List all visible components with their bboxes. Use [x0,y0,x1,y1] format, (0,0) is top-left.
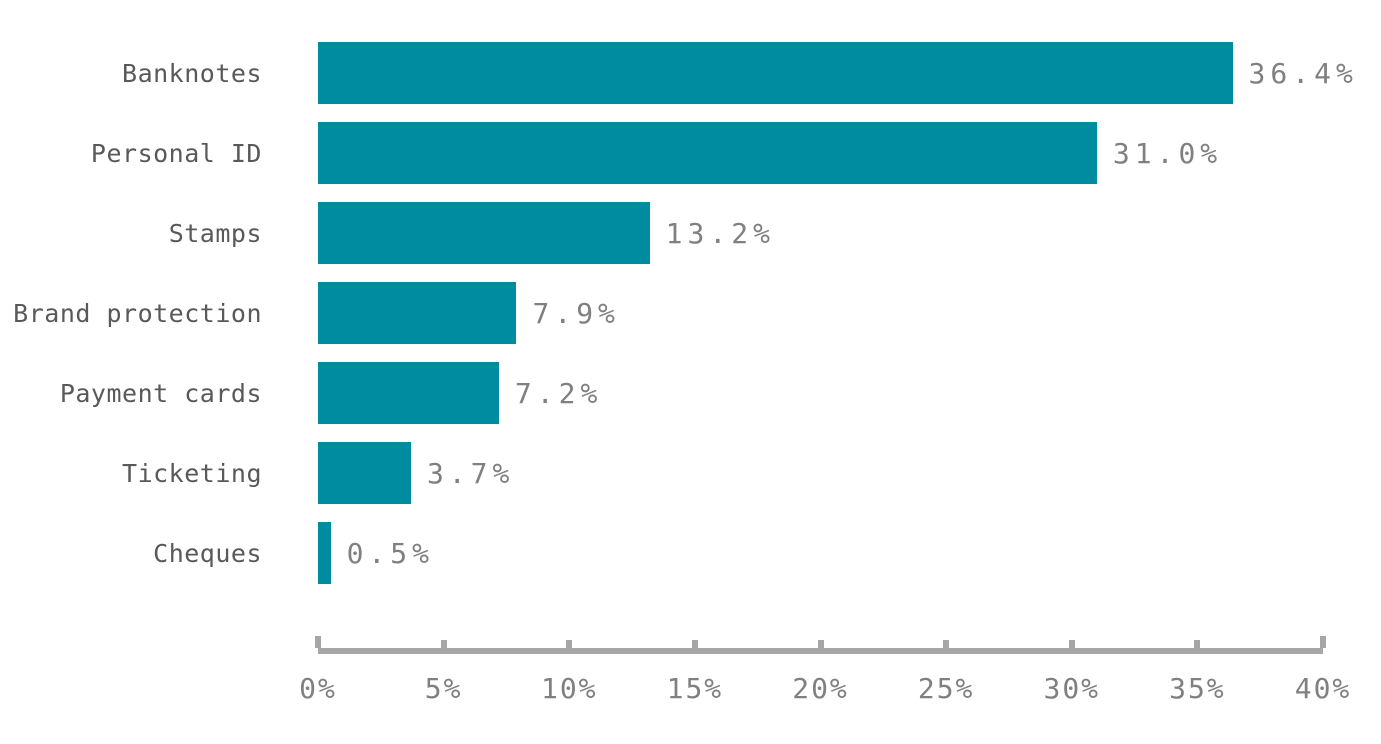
value-label: 36.4% [1248,56,1358,90]
bar [318,522,331,584]
axis-tick: 20% [792,632,847,705]
bar-track: 0.5% [318,522,1323,584]
tick-mark [943,640,950,648]
value-label: 7.2% [514,376,603,410]
bar-track: 3.7% [318,442,1323,504]
value-label: 0.5% [346,536,434,570]
bar-track: 7.2% [318,362,1323,424]
bar [318,42,1233,104]
bar-track: 36.4% [318,42,1353,104]
tick-mark [315,636,321,648]
bar-track: 7.9% [318,282,1323,344]
bar-track: 31.0% [318,122,1323,184]
tick-mark [1194,640,1201,648]
category-label: Cheques [153,538,262,568]
bar-row: Cheques 0.5% [0,522,1381,584]
value-label: 13.2% [665,216,775,250]
bar [318,122,1097,184]
category-label: Brand protection [13,298,262,328]
tick-mark [566,640,573,648]
category-label: Banknotes [122,58,262,88]
category-label: Payment cards [59,378,262,408]
tick-mark [691,640,698,648]
bar-row: Brand protection 7.9% [0,282,1381,344]
axis-tick-label: 35% [1169,672,1226,705]
bar [318,202,650,264]
bar [318,282,517,344]
axis-tick-label: 5% [424,672,463,705]
bar-row: Personal ID 31.0% [0,122,1381,184]
value-label: 7.9% [532,296,620,330]
bar-row: Stamps 13.2% [0,202,1381,264]
axis-tick-label: 0% [299,672,337,705]
axis-tick: 5% [425,632,460,705]
bar [318,362,499,424]
axis-tick-label: 40% [1294,672,1352,705]
category-label: Stamps [168,218,262,248]
axis-tick: 0% [299,632,335,705]
axis-tick-label: 30% [1043,672,1101,705]
category-label: Personal ID [90,138,262,168]
category-label: Ticketing [122,458,262,488]
bar-track: 13.2% [318,202,1323,264]
axis-tick: 35% [1169,632,1224,705]
axis-tick-label: 10% [540,672,598,705]
bar-row: Payment cards 7.2% [0,362,1381,424]
x-axis: 0% 5% 10% 15% 20% 25% 30% 35% [299,632,1349,705]
value-label: 3.7% [426,456,515,490]
tick-mark [817,640,824,648]
axis-tick-label: 25% [917,672,975,705]
axis-tick: 30% [1043,632,1098,705]
tick-mark [440,640,447,648]
axis-tick-label: 15% [666,672,724,705]
axis-tick: 40% [1295,632,1349,705]
x-axis-line [318,648,1323,654]
axis-tick: 10% [541,632,596,705]
tick-mark [1320,636,1326,648]
value-label: 31.0% [1112,136,1223,170]
axis-tick: 25% [918,632,972,705]
axis-tick: 15% [667,632,721,705]
axis-tick-label: 20% [792,672,849,705]
bar-row: Banknotes 36.4% [0,42,1381,104]
bar-row: Ticketing 3.7% [0,442,1381,504]
tick-mark [1068,640,1075,648]
chart-rows: Banknotes 36.4% Personal ID 31.0% Stamps… [0,42,1381,584]
bar [318,442,411,504]
